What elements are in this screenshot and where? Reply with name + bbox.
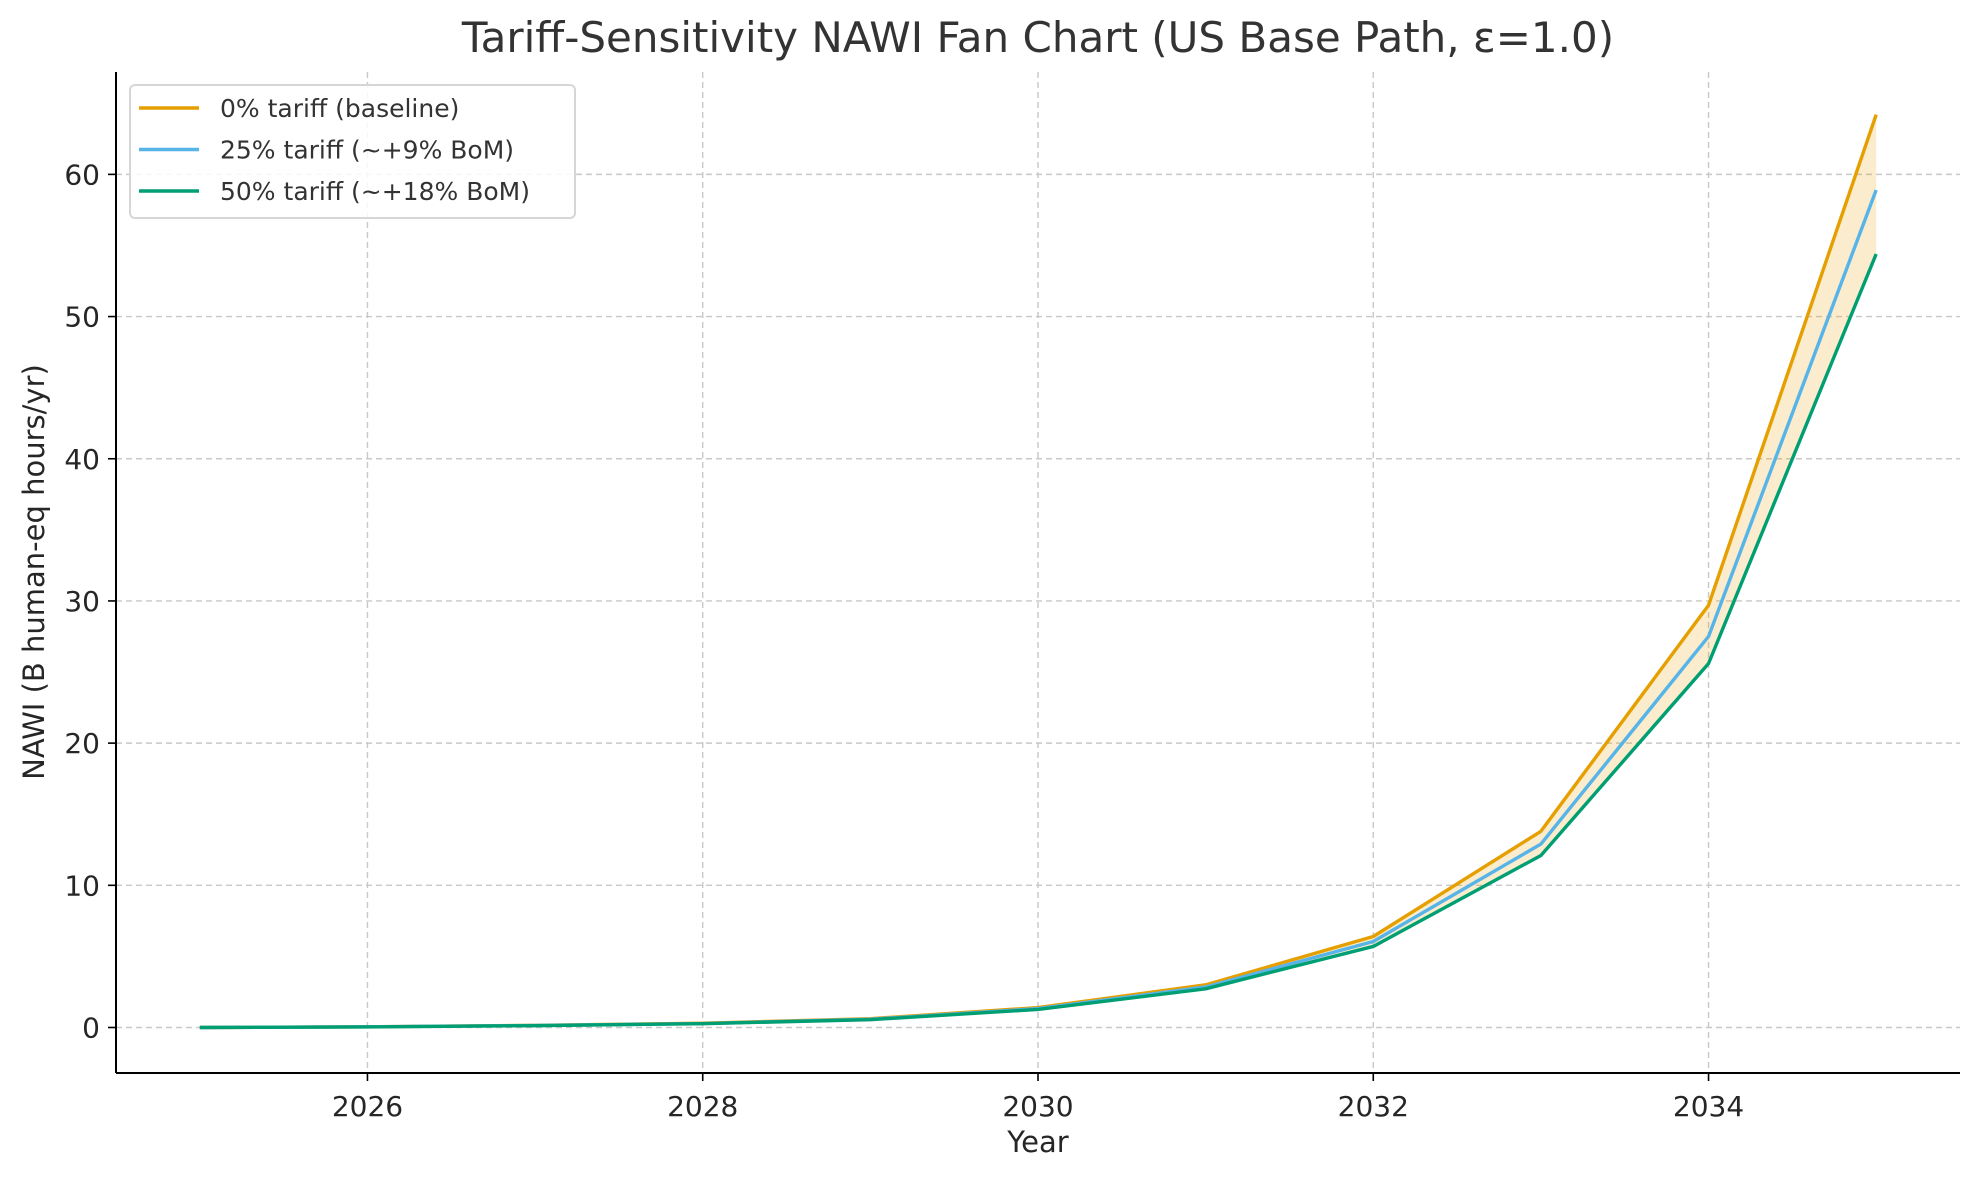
series-line-0 — [199, 114, 1878, 1030]
x-tick-label: 2028 — [667, 1090, 738, 1123]
x-tick-label: 2032 — [1338, 1090, 1409, 1123]
y-tick-label: 60 — [64, 158, 100, 191]
fan-band-area — [199, 114, 1877, 1028]
x-tick-label: 2034 — [1673, 1090, 1744, 1123]
legend-label: 0% tariff (baseline) — [220, 94, 459, 123]
x-tick-label: 2026 — [332, 1090, 403, 1123]
y-tick-label: 0 — [82, 1012, 100, 1045]
chart-title: Tariff-Sensitivity NAWI Fan Chart (US Ba… — [461, 13, 1614, 62]
y-tick-label: 30 — [64, 585, 100, 618]
y-tick-label: 20 — [64, 727, 100, 760]
fan-band — [199, 114, 1877, 1028]
x-axis-label: Year — [1006, 1125, 1068, 1159]
x-tick-label: 2030 — [1002, 1090, 1073, 1123]
legend-label: 25% tariff (~+9% BoM) — [220, 136, 514, 165]
series-lines — [199, 114, 1878, 1030]
series-line-2 — [199, 253, 1878, 1030]
y-tick-label: 50 — [64, 301, 100, 334]
legend: 0% tariff (baseline) 25% tariff (~+9% BoM… — [129, 84, 576, 219]
y-tick-label: 40 — [64, 443, 100, 476]
y-axis-label: NAWI (B human-eq hours/yr) — [17, 364, 51, 780]
grid — [116, 72, 1960, 1073]
legend-label: 50% tariff (~+18% BoM) — [220, 177, 530, 206]
legend-box — [129, 84, 576, 219]
y-tick-label: 10 — [64, 869, 100, 902]
